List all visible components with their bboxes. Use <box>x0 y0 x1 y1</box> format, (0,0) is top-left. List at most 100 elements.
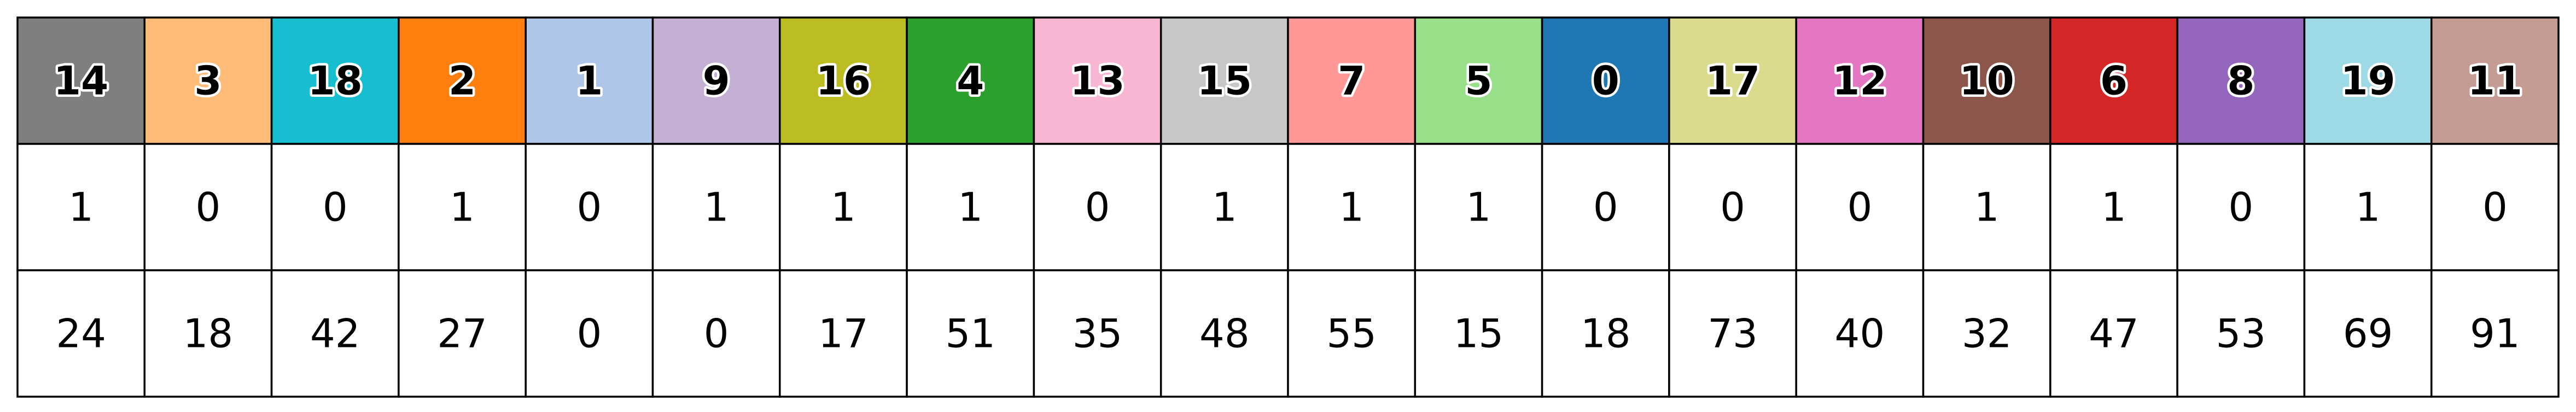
header-cell <box>398 16 527 145</box>
row1-value: 0 <box>1720 184 1745 230</box>
header-cell <box>1795 16 1925 145</box>
row2-value: 42 <box>310 311 360 357</box>
header-cell <box>143 16 273 145</box>
row1-value: 1 <box>1974 184 2000 230</box>
row2-value: 24 <box>56 311 106 357</box>
row2-value: 35 <box>1073 311 1123 357</box>
table-cell <box>398 269 527 398</box>
row1-value: 0 <box>1593 184 1618 230</box>
table-cell <box>2303 143 2433 271</box>
table-cell <box>1033 269 1162 398</box>
table-cell <box>779 143 908 271</box>
header-label: 6 <box>2100 58 2128 104</box>
row2-value: 27 <box>437 311 487 357</box>
row2-value: 0 <box>576 311 602 357</box>
header-label: 7 <box>1338 58 1365 104</box>
header-label: 14 <box>54 58 108 104</box>
table-cell <box>1159 143 1289 271</box>
header-label: 18 <box>308 58 363 104</box>
header-label: 12 <box>1832 58 1887 104</box>
table-cell <box>779 269 908 398</box>
table-cell <box>651 269 781 398</box>
table-cell <box>2303 269 2433 398</box>
header-label: 3 <box>194 58 222 104</box>
row2-value: 18 <box>183 311 234 357</box>
table-cell <box>2176 269 2306 398</box>
row2-value: 40 <box>1835 311 1885 357</box>
table-cell <box>906 143 1035 271</box>
row1-value: 1 <box>704 184 729 230</box>
header-cell <box>1159 16 1289 145</box>
header-label: 19 <box>2340 58 2395 104</box>
table-cell <box>1922 269 2052 398</box>
row2-value: 53 <box>2216 311 2266 357</box>
table-cell <box>16 269 146 398</box>
header-cell <box>1922 16 2052 145</box>
row1-value: 1 <box>2101 184 2126 230</box>
table-cell <box>16 143 146 271</box>
header-label: 10 <box>1960 58 2014 104</box>
table-cell <box>143 269 273 398</box>
header-label: 11 <box>2468 58 2522 104</box>
header-label: 1 <box>575 58 603 104</box>
table-cell <box>1795 269 1925 398</box>
header-label: 8 <box>2227 58 2254 104</box>
table-cell <box>2430 269 2560 398</box>
row1-value: 1 <box>450 184 475 230</box>
header-label: 9 <box>703 58 730 104</box>
row1-value: 0 <box>576 184 602 230</box>
row1-value: 0 <box>1085 184 1110 230</box>
table-cell <box>2176 143 2306 271</box>
table-cell <box>2049 143 2178 271</box>
row1-value: 1 <box>68 184 94 230</box>
table-cell <box>1541 143 1670 271</box>
row1-value: 0 <box>1847 184 1872 230</box>
table-cell <box>270 143 400 271</box>
row2-value: 55 <box>1326 311 1377 357</box>
header-cell <box>1287 16 1417 145</box>
row2-value: 15 <box>1454 311 1504 357</box>
row1-value: 1 <box>1339 184 1364 230</box>
header-label: 16 <box>816 58 871 104</box>
table-cell <box>524 143 654 271</box>
header-cell <box>906 16 1035 145</box>
row1-value: 1 <box>2356 184 2381 230</box>
header-cell <box>2049 16 2178 145</box>
header-label: 4 <box>957 58 984 104</box>
row2-value: 69 <box>2343 311 2393 357</box>
row2-value: 18 <box>1581 311 1631 357</box>
row1-value: 0 <box>2228 184 2253 230</box>
table-cell <box>1414 269 1543 398</box>
row1-value: 0 <box>196 184 221 230</box>
table-cell <box>2049 269 2178 398</box>
row2-value: 73 <box>1707 311 1758 357</box>
header-cell <box>651 16 781 145</box>
table-cell <box>1922 143 2052 271</box>
row1-value: 1 <box>1212 184 1237 230</box>
header-label: 0 <box>1592 58 1619 104</box>
header-label: 13 <box>1070 58 1124 104</box>
row1-value: 1 <box>831 184 856 230</box>
row1-value: 1 <box>1466 184 1491 230</box>
header-label: 17 <box>1705 58 1760 104</box>
row1-value: 0 <box>323 184 348 230</box>
row2-value: 47 <box>2089 311 2139 357</box>
row2-value: 91 <box>2470 311 2520 357</box>
header-cell <box>1033 16 1162 145</box>
table-cell <box>651 143 781 271</box>
header-cell <box>1668 16 1797 145</box>
header-cell <box>1541 16 1670 145</box>
table-cell <box>1668 269 1797 398</box>
header-label: 15 <box>1197 58 1252 104</box>
row1-value: 1 <box>958 184 983 230</box>
header-label: 2 <box>448 58 476 104</box>
header-label: 5 <box>1465 58 1492 104</box>
row2-value: 17 <box>818 311 869 357</box>
row2-value: 32 <box>1962 311 2012 357</box>
row2-value: 48 <box>1199 311 1250 357</box>
header-cell <box>779 16 908 145</box>
header-cell <box>2303 16 2433 145</box>
table-cell <box>270 269 400 398</box>
table-cell <box>2430 143 2560 271</box>
